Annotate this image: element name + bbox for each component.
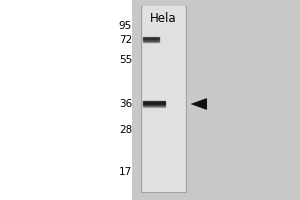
Bar [141, 6, 186, 192]
Polygon shape [190, 98, 207, 110]
Text: 95: 95 [119, 21, 132, 31]
Bar [142, 6, 184, 192]
Text: 17: 17 [119, 167, 132, 177]
Text: 36: 36 [119, 99, 132, 109]
Text: 28: 28 [119, 125, 132, 135]
Text: 55: 55 [119, 55, 132, 65]
Text: Hela: Hela [150, 12, 177, 25]
Text: 72: 72 [119, 35, 132, 45]
Bar [132, 0, 300, 200]
